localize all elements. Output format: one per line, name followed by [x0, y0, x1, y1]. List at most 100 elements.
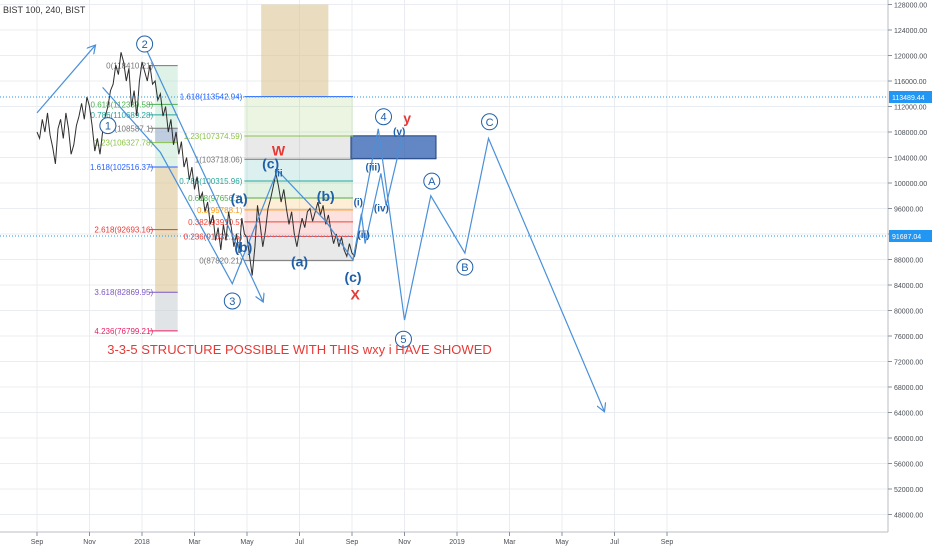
price-badge-label-1: 91687.04: [892, 234, 921, 241]
fib-right-label-8: 0(87820.21): [199, 257, 242, 266]
fib-right-label-7: 0.236(91632.15): [184, 232, 243, 241]
wave-label-i-15: (i): [354, 197, 363, 208]
y-tick-label-1: 124000.00: [894, 28, 927, 35]
fib-left-label-8: 4.236(76799.21): [94, 327, 153, 336]
wave-label-c-7: C: [486, 117, 494, 129]
y-tick-label-3: 116000.00: [894, 79, 927, 86]
wave-label-1-0: 1: [105, 121, 111, 133]
wave-label-b-9: (b): [234, 239, 252, 255]
grid-layer: [0, 0, 888, 532]
x-tick-label-11: Jul: [610, 539, 619, 546]
annotation-0: 3-3-5 STRUCTURE POSSIBLE WITH THIS wxy i…: [107, 342, 492, 357]
wave-label-x-21: X: [350, 287, 360, 303]
arrow-sep-nov: [36, 46, 95, 114]
wave-label-b-12: (b): [317, 188, 335, 204]
fib-right-band-0: [244, 96, 354, 136]
y-tick-label-20: 48000.00: [894, 513, 923, 520]
price-layer: [0, 52, 888, 276]
target-box: [350, 135, 437, 160]
fib-right-band-4: [244, 197, 354, 210]
price-badge-label-0: 113489.44: [892, 95, 925, 102]
wave-label-4-3: 4: [380, 112, 386, 124]
wave-label-a-11: (a): [291, 254, 308, 270]
x-tick-label-10: May: [555, 539, 569, 546]
y-tick-label-0: 128000.00: [894, 3, 927, 10]
wave-label-v-19: (v): [393, 127, 405, 138]
wave-label-c-10: (c): [262, 155, 279, 171]
fib-left-label-0: 0(118410.21): [106, 62, 153, 71]
fib-right-band-2: [244, 159, 354, 181]
wave-main-path: [102, 87, 604, 410]
y-tick-label-7: 100000.00: [894, 181, 927, 188]
wave-label-iv-18: (iv): [374, 204, 389, 215]
wave-label-b-6: B: [461, 262, 468, 274]
time-axis-background: [0, 532, 932, 550]
fib-right-band-5: [244, 209, 354, 222]
fib-level-layer: 0(118410.21) 0.618(112339.58) 0.786(110689…: [90, 62, 354, 336]
x-tick-label-0: Sep: [31, 539, 44, 546]
fib-left-label-5: 1.618(102516.37): [90, 163, 154, 172]
y-tick-label-17: 60000.00: [894, 436, 923, 443]
fib-left-label-1: 0.618(112339.58): [91, 100, 154, 109]
y-tick-label-14: 72000.00: [894, 360, 923, 367]
wave-label-layer: 12345ABC(a)(b)(c)(a)(b)(c)iii(i)(ii)(iii…: [99, 35, 499, 357]
chart-title: BIST 100, 240, BIST: [3, 5, 86, 15]
fib-left-label-6: 2.618(92693.16): [94, 226, 153, 235]
y-tick-label-11: 84000.00: [894, 283, 923, 290]
wave-label-2-1-circle: [136, 35, 154, 53]
x-tick-label-3: Mar: [188, 539, 201, 546]
wave-label-b-6-circle: [456, 258, 474, 276]
x-tick-label-1: Nov: [83, 539, 96, 546]
x-tick-label-5: Jul: [295, 539, 304, 546]
wave-layer: [36, 46, 604, 411]
y-tick-label-13: 76000.00: [894, 334, 923, 341]
wave-label-y-22: y: [403, 110, 411, 126]
price-series-0: [36, 52, 361, 276]
wave-label-a-8: (a): [231, 190, 248, 206]
fib-left-vertical-zone-grey: [155, 292, 178, 331]
price-axis-background: [888, 0, 932, 532]
fib-right-band-1: [244, 135, 354, 160]
wave-label-5-4-circle: [394, 330, 412, 348]
y-tick-label-16: 64000.00: [894, 411, 923, 418]
y-tick-label-4: 112000.00: [894, 105, 927, 112]
fib-right-band-3: [244, 180, 354, 198]
fib-right-label-5: 0.5(95788.1): [197, 206, 243, 215]
fib-right-band-6: [244, 221, 354, 237]
x-tick-label-12: Sep: [661, 539, 674, 546]
wave-label-iii-17: (iii): [366, 162, 381, 173]
wave-label-3-2: 3: [229, 296, 235, 308]
wave-label-5-4: 5: [400, 334, 406, 346]
wave-label-2-1: 2: [142, 39, 148, 51]
wave-label-a-5-circle: [423, 172, 441, 190]
fib-left-label-2: 0.786(110689.28): [91, 111, 154, 120]
x-tick-label-9: Mar: [503, 539, 516, 546]
wave-label-1-0-circle: [99, 117, 117, 135]
wave-label-ii-16: (ii): [357, 230, 369, 241]
y-tick-label-18: 56000.00: [894, 462, 923, 469]
x-tick-label-8: 2019: [449, 539, 465, 546]
y-tick-label-15: 68000.00: [894, 385, 923, 392]
wave-label-3-2-circle: [223, 292, 241, 310]
y-tick-label-2: 120000.00: [894, 54, 927, 61]
wave-sub-path: [352, 138, 403, 261]
y-tick-label-6: 104000.00: [894, 156, 927, 163]
fib-left-label-7: 3.618(82869.95): [94, 288, 153, 297]
price-badge-1: [889, 229, 932, 242]
fib-right-label-0: 1.618(113542.94): [180, 93, 243, 102]
wave-label-c-13: (c): [344, 269, 361, 285]
y-tick-label-19: 52000.00: [894, 487, 923, 494]
fib-right-label-3: 0.786(100315.96): [179, 177, 243, 186]
x-tick-label-4: May: [240, 539, 254, 546]
x-tick-label-6: Sep: [346, 539, 359, 546]
x-tick-label-2: 2018: [134, 539, 150, 546]
wave-label-iii-14: iii: [274, 169, 283, 180]
wave-label-c-7-circle: [481, 113, 499, 131]
wave-label-w-20: W: [272, 143, 286, 159]
price-badge-0: [889, 91, 932, 104]
y-tick-label-10: 88000.00: [894, 258, 923, 265]
wave-label-a-5: A: [428, 176, 436, 188]
